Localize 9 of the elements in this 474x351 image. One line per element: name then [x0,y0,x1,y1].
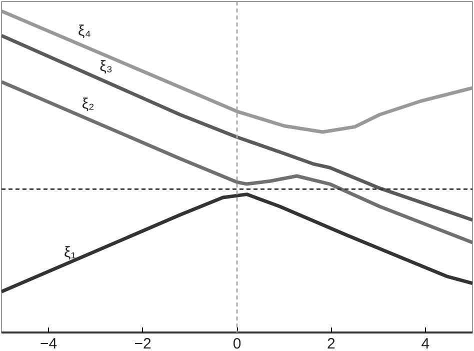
x-tick-label: 4 [421,336,430,351]
series-label: ξ₁ [64,244,76,261]
x-tick-label: −4 [40,336,58,351]
x-tick-label: −2 [134,336,152,351]
x-tick-label: 0 [232,336,242,351]
series-label: ξ₄ [78,22,91,40]
series-label: ξ₃ [100,58,113,76]
x-tick-label: 2 [327,336,336,351]
series-label: ξ₂ [82,95,95,112]
